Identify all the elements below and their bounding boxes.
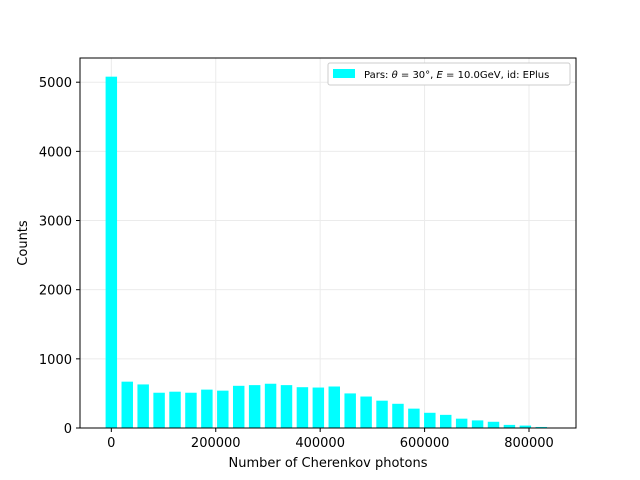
x-axis-ticks: 0 200000 400000 600000 800000: [107, 428, 554, 451]
bar: [503, 424, 516, 428]
bar: [471, 420, 484, 428]
bar: [440, 414, 452, 428]
legend-entry-label: Pars: θ = 30°, E = 10.0GeV, id: EPlus: [364, 70, 549, 81]
y-axis-ticks: 0 1000 2000 3000 4000 5000: [39, 76, 80, 437]
bar: [121, 381, 133, 428]
bar: [201, 389, 213, 428]
grid: [80, 58, 576, 429]
bar: [105, 76, 118, 428]
bar: [376, 400, 388, 428]
legend: Pars: θ = 30°, E = 10.0GeV, id: EPlus: [327, 62, 571, 86]
bar: [519, 425, 532, 428]
bar: [248, 385, 261, 428]
bar: [280, 385, 293, 428]
bar: [232, 385, 245, 428]
y-tick-label: 0: [64, 422, 72, 437]
x-axis-label: Number of Cherenkov photons: [229, 456, 428, 471]
bar: [328, 386, 340, 428]
bar: [360, 396, 372, 428]
y-tick-label: 5000: [39, 76, 72, 91]
bar: [264, 383, 277, 428]
bar: [169, 391, 181, 428]
bar: [424, 412, 436, 428]
bar: [296, 387, 309, 428]
y-tick-label: 4000: [39, 145, 72, 160]
bar: [535, 426, 548, 428]
legend-swatch: [333, 69, 355, 78]
y-tick-label: 3000: [39, 215, 72, 230]
bar: [455, 418, 468, 428]
plot-frame: [79, 57, 577, 429]
bar: [312, 387, 325, 428]
bar: [392, 403, 404, 428]
x-tick-label: 0: [107, 436, 115, 451]
x-tick-label: 600000: [400, 436, 450, 451]
y-tick-label: 2000: [39, 284, 72, 299]
y-axis-label: Counts: [16, 220, 31, 266]
x-tick-label: 400000: [295, 436, 345, 451]
bar: [185, 392, 197, 428]
bar: [153, 392, 165, 428]
bar: [408, 408, 420, 428]
bar: [217, 390, 229, 428]
bar: [137, 384, 149, 428]
bar: [487, 421, 500, 428]
bars: [105, 76, 548, 428]
x-tick-label: 200000: [191, 436, 241, 451]
y-tick-label: 1000: [39, 353, 72, 368]
bar: [344, 393, 356, 428]
x-tick-label: 800000: [504, 436, 554, 451]
legend-frame: [327, 62, 571, 86]
